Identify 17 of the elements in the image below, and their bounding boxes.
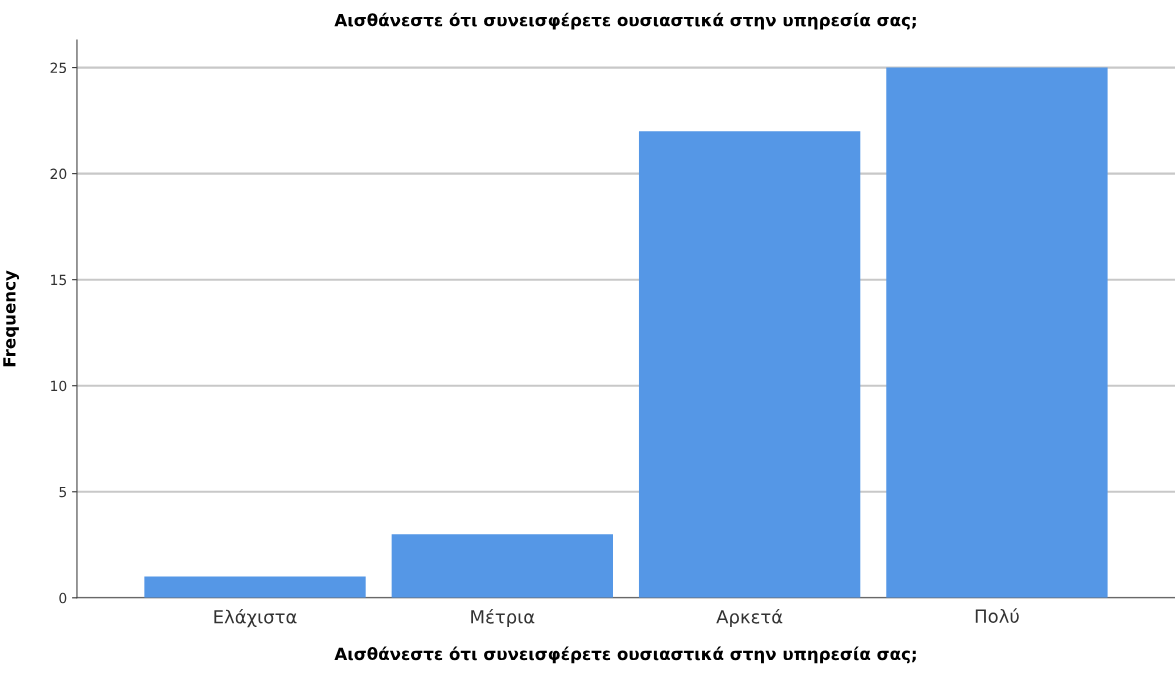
x-axis-title: Αισθάνεστε ότι συνεισφέρετε ουσιαστικά στην υπηρεσία σας; xyxy=(334,646,916,664)
bar xyxy=(391,534,613,598)
x-tick-label: Μέτρια xyxy=(471,608,535,628)
y-tick-label: 20 xyxy=(50,168,67,180)
x-tick-label: Αρκετά xyxy=(716,608,783,628)
y-tick-label: 25 xyxy=(50,62,67,74)
y-tick-label: 10 xyxy=(51,380,67,392)
y-axis-title: Frequency xyxy=(3,270,20,367)
bar xyxy=(638,131,861,598)
chart-title: Αισθάνεστε ότι συνεισφέρετε ουσιαστικά στην υπηρεσία σας; xyxy=(334,12,916,30)
x-tick-label: Πολύ xyxy=(975,608,1019,623)
bar xyxy=(144,576,366,598)
y-tick-label: 5 xyxy=(59,486,67,498)
y-tick-label: 0 xyxy=(59,592,67,604)
x-tick-label: Ελάχιστα xyxy=(214,608,297,628)
bar xyxy=(886,67,1108,598)
y-tick-label: 15 xyxy=(51,274,67,286)
